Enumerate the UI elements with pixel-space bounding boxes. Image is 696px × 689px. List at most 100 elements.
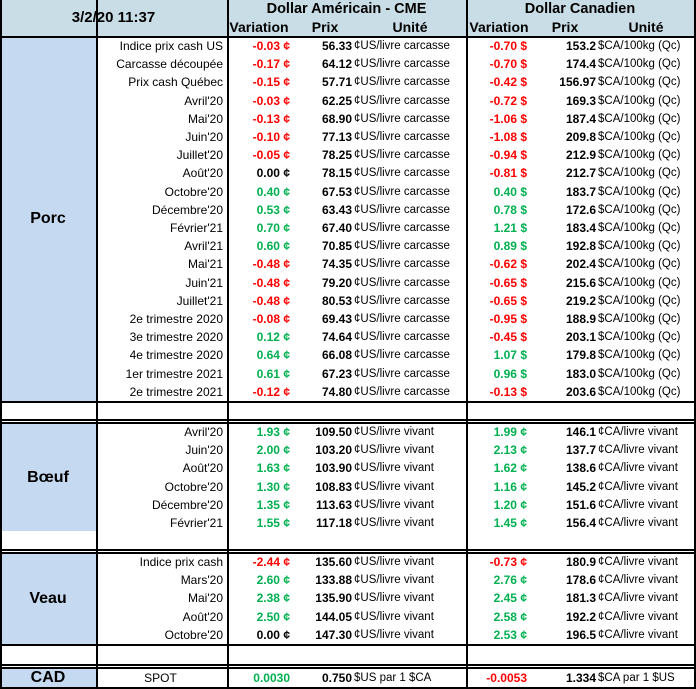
cad-unit: $CA/100kg (Qc) bbox=[598, 112, 681, 125]
cad-unit: $CA/100kg (Qc) bbox=[598, 94, 681, 107]
us-unit: ¢US/livre carcasse bbox=[354, 240, 450, 253]
us-variation: 0.00 ¢ bbox=[256, 627, 290, 642]
us-unit: ¢US/livre vivant bbox=[354, 574, 434, 587]
grid-line bbox=[0, 687, 696, 689]
cad-price: 192.8 bbox=[565, 239, 596, 254]
us-variation: 1.93 ¢ bbox=[256, 425, 290, 439]
row-label: Mai'21 bbox=[188, 257, 223, 272]
cad-variation: -0.70 $ bbox=[489, 57, 527, 72]
cad-unit: $CA/100kg (Qc) bbox=[598, 313, 681, 325]
us-variation: -0.03 ¢ bbox=[252, 93, 290, 108]
cad-price: 212.9 bbox=[565, 148, 596, 163]
us-price: 67.23 bbox=[321, 366, 352, 381]
us-variation: 0.64 ¢ bbox=[256, 348, 290, 363]
us-unit: ¢US/livre vivant bbox=[354, 498, 434, 511]
us-variation: -0.10 ¢ bbox=[252, 130, 290, 144]
cad-price: 151.6 bbox=[565, 497, 596, 512]
us-unit: ¢US/livre carcasse bbox=[354, 76, 450, 89]
us-unit: ¢US/livre vivant bbox=[354, 556, 434, 568]
us-price: 74.35 bbox=[321, 257, 352, 272]
cad-price: 203.6 bbox=[565, 384, 596, 399]
us-variation: 2.50 ¢ bbox=[256, 609, 290, 624]
cad-price: 183.4 bbox=[565, 221, 596, 235]
cad-unit: $CA/100kg (Qc) bbox=[598, 203, 681, 216]
cad-price: 156.4 bbox=[565, 516, 596, 530]
cad-unit: ¢CA/livre vivant bbox=[598, 517, 678, 529]
date-label: 3/2/20 11:37 bbox=[71, 9, 156, 26]
us-variation: -0.48 ¢ bbox=[252, 257, 290, 272]
us-variation: 2.38 ¢ bbox=[256, 591, 290, 606]
cad-unit: $CA/100kg (Qc) bbox=[598, 167, 681, 180]
cad-unit: $CA/100kg (Qc) bbox=[598, 185, 681, 198]
row-label: Mars'20 bbox=[180, 573, 223, 588]
us-unit: ¢US/livre vivant bbox=[354, 444, 434, 457]
us-unit: ¢US/livre carcasse bbox=[354, 367, 450, 380]
row-label: Carcasse découpée bbox=[116, 57, 223, 72]
us-price: 68.90 bbox=[321, 111, 352, 126]
cad-price: 178.6 bbox=[565, 573, 596, 588]
col-unite-cad: Unité bbox=[628, 19, 664, 35]
row-label: 2e trimestre 2021 bbox=[129, 384, 223, 399]
cad-price: 174.4 bbox=[565, 57, 596, 72]
row-label: Juin'20 bbox=[185, 130, 223, 144]
cad-unit: $CA/100kg (Qc) bbox=[598, 131, 681, 143]
us-variation: 1.55 ¢ bbox=[256, 516, 290, 530]
us-unit: $US par 1 $CA bbox=[354, 672, 432, 684]
us-price: 117.18 bbox=[315, 516, 352, 530]
cad-unit: $CA/100kg (Qc) bbox=[598, 258, 681, 271]
row-label: Mai'20 bbox=[188, 111, 223, 126]
us-unit: ¢US/livre vivant bbox=[354, 628, 434, 641]
us-unit: ¢US/livre carcasse bbox=[354, 94, 450, 107]
us-price: 57.71 bbox=[321, 75, 352, 90]
row-label: Décembre'20 bbox=[152, 497, 223, 512]
us-unit: ¢US/livre vivant bbox=[354, 592, 434, 605]
us-unit: ¢US/livre vivant bbox=[354, 517, 434, 529]
row-label: Indice prix cash bbox=[139, 555, 223, 569]
us-variation: 0.00 ¢ bbox=[256, 166, 290, 181]
cell-background bbox=[0, 668, 96, 688]
us-price: 147.30 bbox=[315, 627, 352, 642]
us-variation: -0.17 ¢ bbox=[252, 57, 290, 72]
cad-variation: -0.65 $ bbox=[489, 275, 527, 290]
cad-price: 153.2 bbox=[565, 39, 596, 53]
grid-line bbox=[0, 552, 696, 554]
cad-price: 212.7 bbox=[565, 166, 596, 181]
cad-variation: -1.06 $ bbox=[489, 111, 527, 126]
us-variation: 0.0030 bbox=[253, 671, 290, 685]
cad-variation: -0.65 $ bbox=[489, 293, 527, 308]
row-label: 1er trimestre 2021 bbox=[125, 366, 223, 381]
cad-variation: 0.96 $ bbox=[493, 366, 527, 381]
us-unit: ¢US/livre carcasse bbox=[354, 294, 450, 307]
row-label: 4e trimestre 2020 bbox=[129, 348, 223, 363]
cad-variation: -1.08 $ bbox=[489, 130, 527, 144]
cad-price: 187.4 bbox=[565, 111, 596, 126]
cad-unit: ¢CA/livre vivant bbox=[598, 480, 678, 493]
us-price: 108.83 bbox=[315, 479, 352, 494]
col-prix-usd: Prix bbox=[311, 19, 339, 35]
us-variation: 1.63 ¢ bbox=[256, 461, 290, 476]
row-label: Août'20 bbox=[182, 461, 223, 476]
cad-variation: -0.73 ¢ bbox=[489, 555, 527, 569]
us-variation: -0.03 ¢ bbox=[252, 39, 290, 53]
cad-unit: $CA/100kg (Qc) bbox=[598, 149, 681, 162]
cad-variation: 0.40 $ bbox=[493, 184, 527, 199]
cad-variation: 1.45 ¢ bbox=[493, 516, 527, 530]
us-variation: 0.53 ¢ bbox=[256, 202, 290, 217]
grid-line bbox=[694, 0, 696, 689]
grid-line bbox=[0, 0, 2, 689]
grid-line bbox=[0, 644, 696, 646]
row-label: Avril'21 bbox=[184, 239, 223, 254]
us-price: 67.40 bbox=[321, 221, 352, 235]
grid-line bbox=[0, 664, 696, 666]
row-label: Juin'20 bbox=[185, 443, 223, 458]
row-label: Décembre'20 bbox=[152, 202, 223, 217]
us-price: 0.750 bbox=[321, 671, 352, 685]
us-price: 69.43 bbox=[321, 312, 352, 326]
us-variation: -0.08 ¢ bbox=[252, 312, 290, 326]
col-unite-usd: Unité bbox=[392, 19, 428, 35]
us-price: 64.12 bbox=[321, 57, 352, 72]
us-price: 78.15 bbox=[321, 166, 352, 181]
us-price: 66.08 bbox=[321, 348, 352, 363]
us-unit: ¢US/livre vivant bbox=[354, 610, 434, 623]
us-unit: ¢US/livre carcasse bbox=[354, 112, 450, 125]
